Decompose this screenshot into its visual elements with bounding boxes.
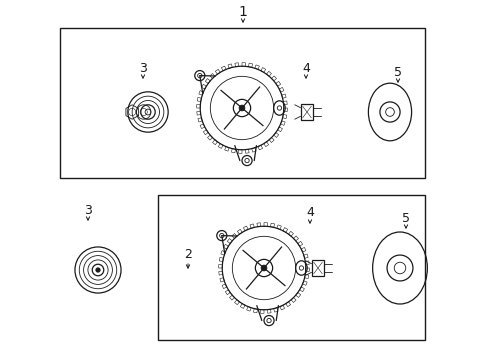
Text: 3: 3 — [84, 203, 92, 216]
Bar — [311, 260, 324, 276]
Text: 5: 5 — [401, 211, 409, 225]
Circle shape — [96, 268, 100, 272]
Bar — [60, 28, 424, 178]
Circle shape — [239, 105, 244, 111]
Circle shape — [261, 265, 266, 271]
Text: 3: 3 — [139, 62, 146, 75]
Text: 1: 1 — [238, 5, 247, 19]
Text: 4: 4 — [302, 62, 309, 75]
Bar — [158, 195, 424, 340]
Text: 4: 4 — [305, 207, 313, 220]
Bar — [300, 104, 313, 120]
Text: 2: 2 — [183, 248, 192, 261]
Text: 5: 5 — [393, 66, 401, 78]
